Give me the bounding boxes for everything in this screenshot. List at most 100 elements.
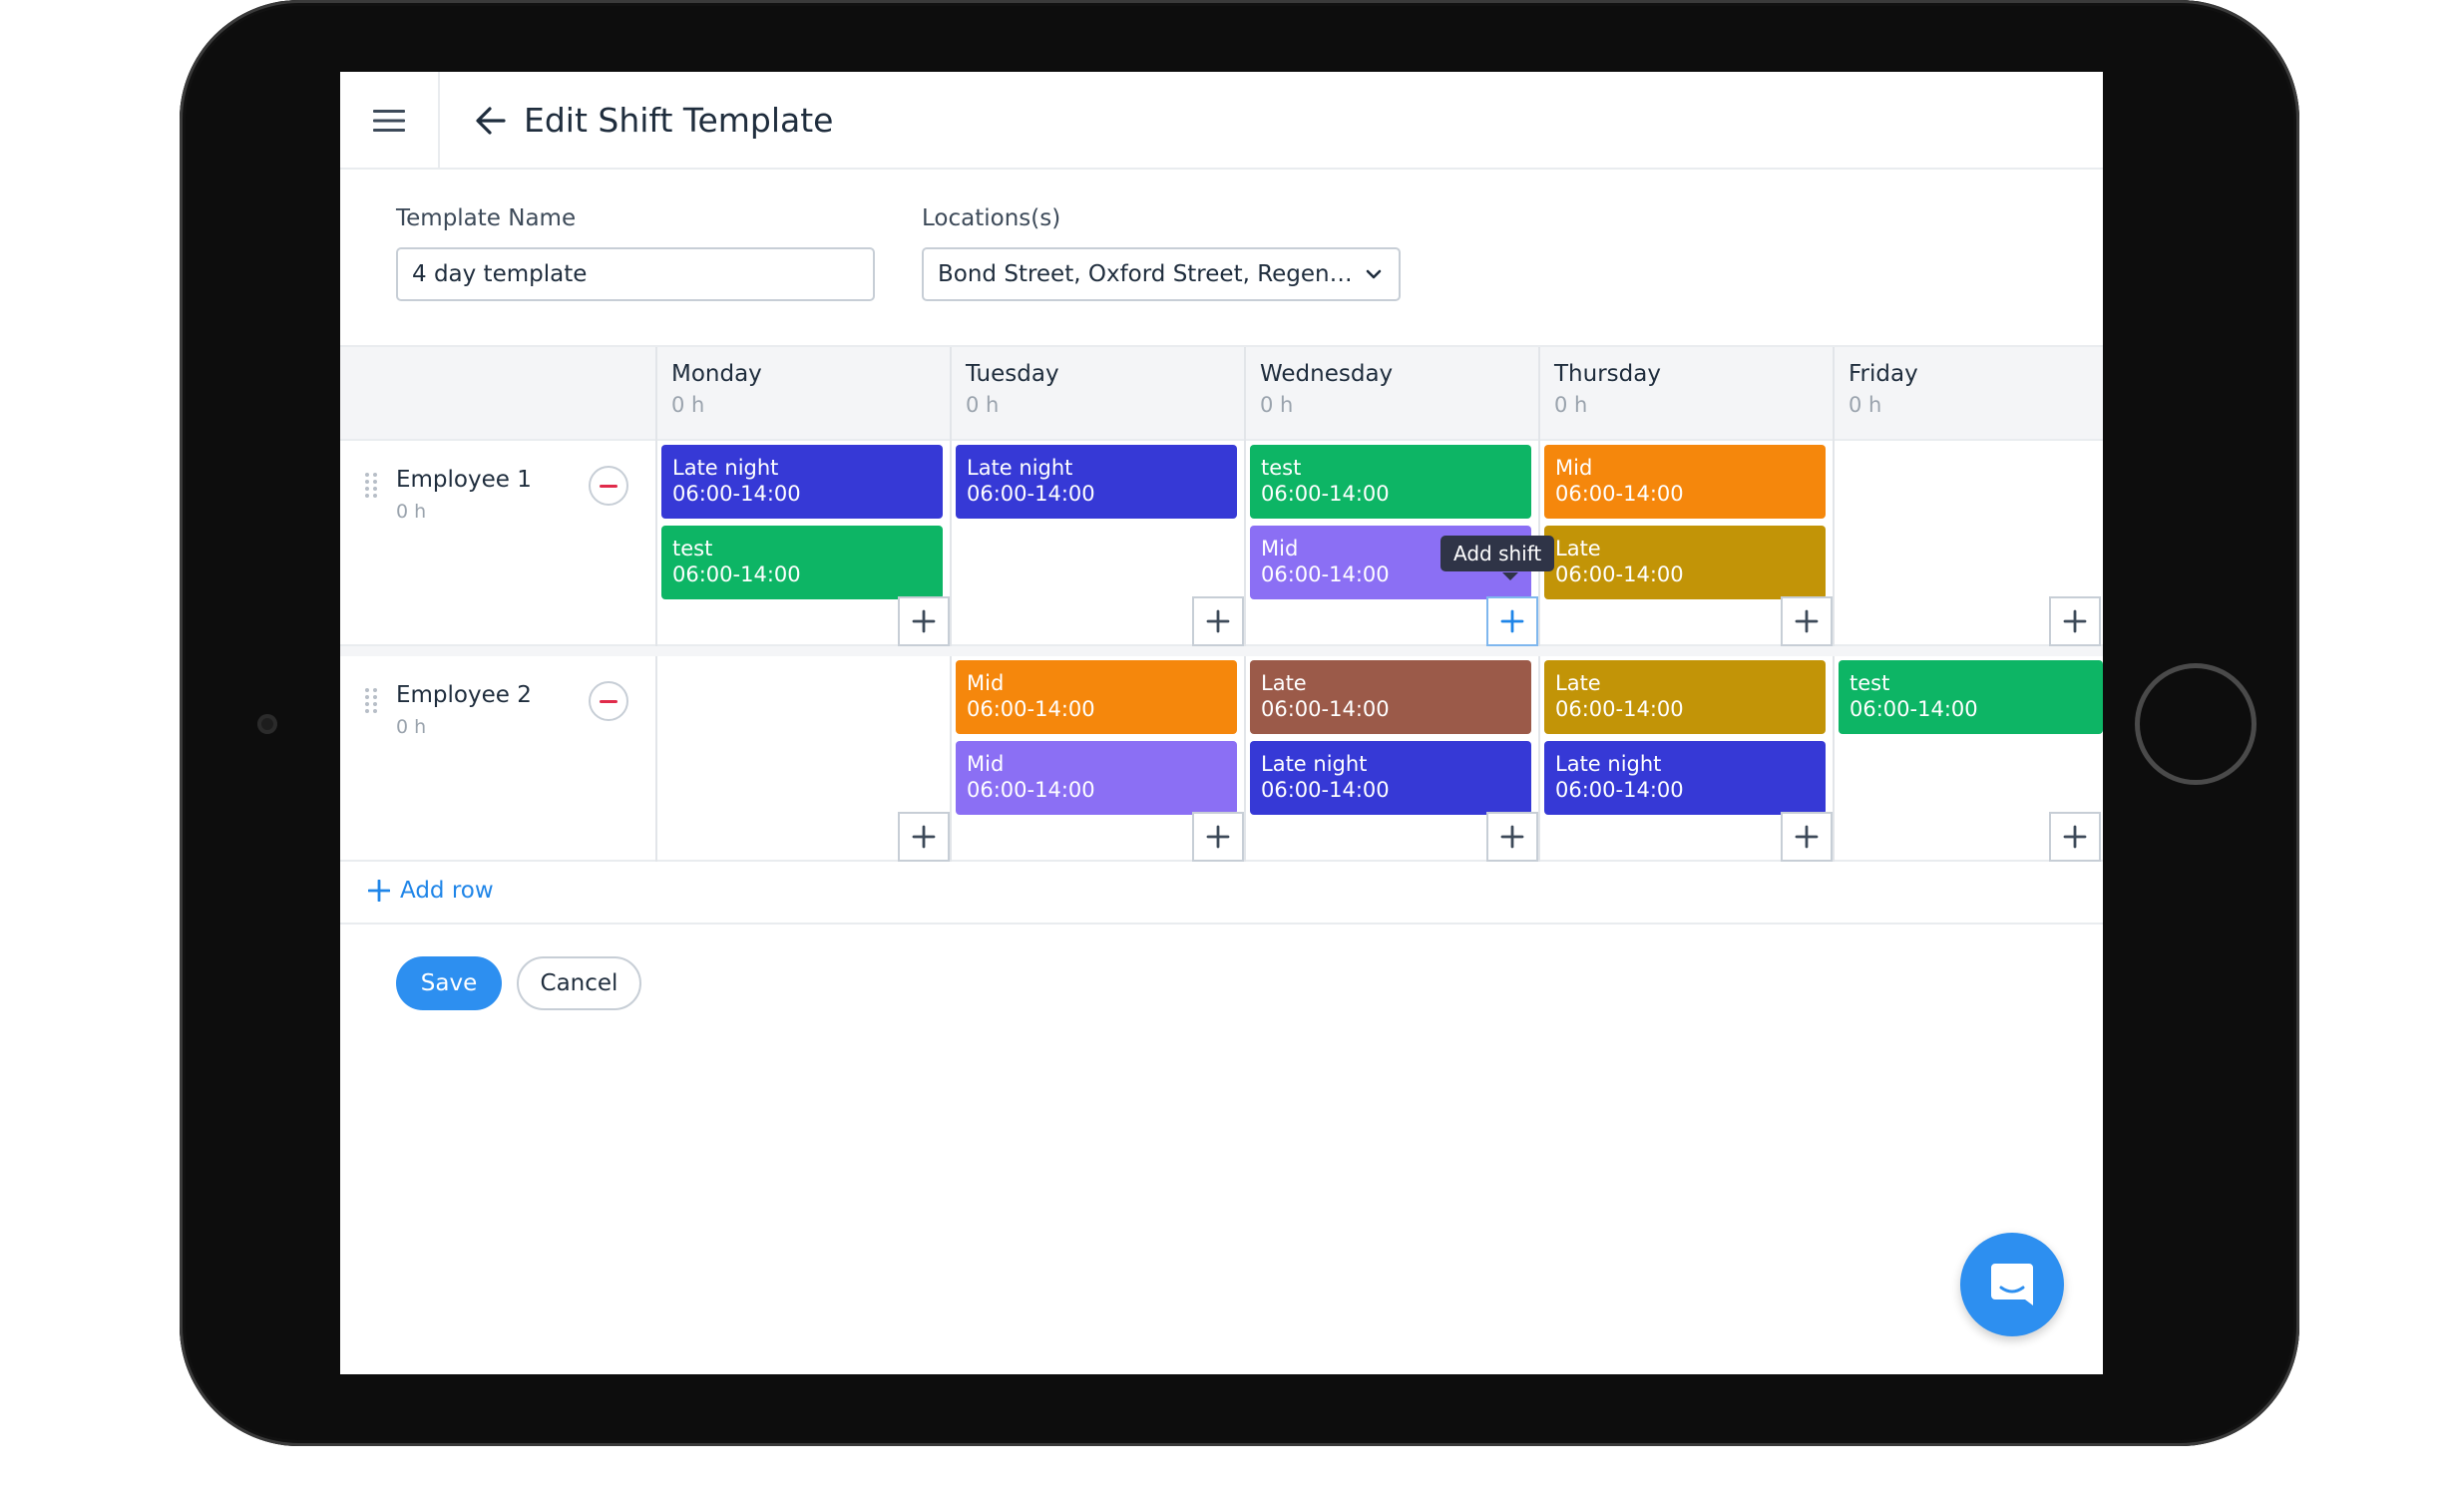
shift-block[interactable]: test 06:00-14:00 bbox=[661, 526, 943, 599]
add-shift-tooltip: Add shift bbox=[1440, 536, 1555, 571]
plus-icon bbox=[1206, 825, 1230, 849]
shift-name: Mid bbox=[1261, 537, 1299, 560]
add-shift-button[interactable] bbox=[2049, 596, 2101, 646]
remove-employee-button[interactable] bbox=[589, 681, 628, 721]
back-button[interactable] bbox=[468, 98, 514, 144]
day-cell: Late night 06:00-14:00 test 06:00-14:00 bbox=[655, 441, 950, 646]
day-cell bbox=[1833, 441, 2103, 646]
shift-block[interactable]: Late 06:00-14:00 bbox=[1544, 526, 1826, 599]
plus-icon bbox=[2063, 825, 2087, 849]
plus-icon bbox=[1500, 609, 1524, 633]
shift-time: 06:00-14:00 bbox=[967, 697, 1095, 721]
day-cell: Late night 06:00-14:00 bbox=[950, 441, 1244, 646]
add-shift-button[interactable] bbox=[1781, 596, 1833, 646]
employee-row: Employee 1 0 h Late night 06:00-14:00 te… bbox=[340, 441, 2103, 646]
plus-icon bbox=[1795, 609, 1819, 633]
remove-employee-button[interactable] bbox=[589, 466, 628, 506]
shift-block[interactable]: Late night 06:00-14:00 bbox=[661, 445, 943, 519]
shift-time: 06:00-14:00 bbox=[1261, 697, 1390, 721]
plus-icon bbox=[2063, 609, 2087, 633]
add-shift-button[interactable] bbox=[898, 812, 950, 862]
template-name-input[interactable]: 4 day template bbox=[396, 247, 875, 301]
home-button[interactable] bbox=[2135, 663, 2257, 785]
shift-time: 06:00-14:00 bbox=[1555, 778, 1684, 802]
shift-time: 06:00-14:00 bbox=[1555, 562, 1684, 586]
day-hours: 0 h bbox=[671, 393, 705, 417]
locations-label: Locations(s) bbox=[922, 205, 1061, 231]
shift-block[interactable]: Late 06:00-14:00 bbox=[1544, 660, 1826, 734]
chevron-down-icon bbox=[1366, 269, 1382, 279]
shift-name: test bbox=[1261, 456, 1302, 480]
shift-block[interactable]: Late night 06:00-14:00 bbox=[1250, 741, 1531, 815]
add-shift-button[interactable] bbox=[1486, 812, 1538, 862]
add-row-label: Add row bbox=[400, 878, 494, 904]
shift-block[interactable]: Mid 06:00-14:00 bbox=[956, 741, 1237, 815]
drag-handle-icon[interactable] bbox=[364, 471, 378, 501]
add-shift-button[interactable] bbox=[1192, 812, 1244, 862]
day-cell: Mid 06:00-14:00 Mid 06:00-14:00 bbox=[950, 656, 1244, 862]
shift-name: test bbox=[1849, 671, 1890, 695]
day-name: Friday bbox=[1848, 361, 1918, 387]
page-title: Edit Shift Template bbox=[524, 101, 834, 140]
shift-name: Late night bbox=[967, 456, 1073, 480]
day-header-monday: Monday 0 h bbox=[655, 347, 950, 443]
plus-icon bbox=[912, 609, 936, 633]
hamburger-menu-icon bbox=[373, 110, 405, 132]
day-cell bbox=[655, 656, 950, 862]
shift-name: Mid bbox=[1555, 456, 1593, 480]
employee-cell: Employee 2 0 h bbox=[340, 656, 655, 862]
add-shift-button[interactable] bbox=[898, 596, 950, 646]
shift-name: Mid bbox=[967, 752, 1005, 776]
employee-hours: 0 h bbox=[396, 716, 427, 738]
day-header-thursday: Thursday 0 h bbox=[1538, 347, 1833, 443]
locations-value: Bond Street, Oxford Street, Regent … bbox=[938, 261, 1357, 287]
template-name-value: 4 day template bbox=[412, 261, 588, 287]
save-button[interactable]: Save bbox=[396, 956, 502, 1010]
day-hours: 0 h bbox=[966, 393, 1000, 417]
day-name: Monday bbox=[671, 361, 762, 387]
shift-time: 06:00-14:00 bbox=[1555, 482, 1684, 506]
shift-name: Late night bbox=[1261, 752, 1368, 776]
add-shift-button[interactable] bbox=[1781, 812, 1833, 862]
day-header-wednesday: Wednesday 0 h bbox=[1244, 347, 1538, 443]
day-cell: test 06:00-14:00 Mid 06:00-14:00 bbox=[1244, 441, 1538, 646]
shift-time: 06:00-14:00 bbox=[1261, 562, 1390, 586]
chat-button[interactable] bbox=[1960, 1233, 2064, 1336]
shift-time: 06:00-14:00 bbox=[1261, 778, 1390, 802]
employee-name: Employee 1 bbox=[396, 467, 532, 493]
shift-time: 06:00-14:00 bbox=[1261, 482, 1390, 506]
cancel-button[interactable]: Cancel bbox=[517, 956, 641, 1010]
arrow-left-icon bbox=[476, 107, 506, 135]
minus-icon bbox=[600, 484, 617, 488]
employee-name: Employee 2 bbox=[396, 682, 532, 708]
shift-block[interactable]: Late night 06:00-14:00 bbox=[1544, 741, 1826, 815]
day-cell: Late 06:00-14:00 Late night 06:00-14:00 bbox=[1244, 656, 1538, 862]
menu-button[interactable] bbox=[340, 72, 440, 170]
drag-handle-icon[interactable] bbox=[364, 686, 378, 716]
shift-block[interactable]: Late night 06:00-14:00 bbox=[956, 445, 1237, 519]
add-shift-button[interactable] bbox=[1486, 596, 1538, 646]
shift-time: 06:00-14:00 bbox=[1849, 697, 1978, 721]
divider bbox=[340, 923, 2103, 925]
employee-hours: 0 h bbox=[396, 501, 427, 523]
shift-block[interactable]: test 06:00-14:00 bbox=[1839, 660, 2103, 734]
add-shift-button[interactable] bbox=[2049, 812, 2101, 862]
shift-name: Late night bbox=[672, 456, 779, 480]
chat-bubble-icon bbox=[1991, 1264, 2033, 1305]
shift-block[interactable]: Mid 06:00-14:00 bbox=[1544, 445, 1826, 519]
template-name-label: Template Name bbox=[396, 205, 577, 231]
employee-row: Employee 2 0 h Mid 06:00-14:00 Mid 06:00… bbox=[340, 656, 2103, 862]
add-shift-button[interactable] bbox=[1192, 596, 1244, 646]
shift-block[interactable]: Late 06:00-14:00 bbox=[1250, 660, 1531, 734]
day-cell: Mid 06:00-14:00 Late 06:00-14:00 bbox=[1538, 441, 1833, 646]
day-hours: 0 h bbox=[1554, 393, 1588, 417]
shift-block[interactable]: test 06:00-14:00 bbox=[1250, 445, 1531, 519]
shift-block[interactable]: Mid 06:00-14:00 bbox=[956, 660, 1237, 734]
day-name: Tuesday bbox=[966, 361, 1059, 387]
shift-name: Late bbox=[1555, 671, 1601, 695]
day-header-friday: Friday 0 h bbox=[1833, 347, 2103, 443]
shift-time: 06:00-14:00 bbox=[1555, 697, 1684, 721]
locations-select[interactable]: Bond Street, Oxford Street, Regent … bbox=[922, 247, 1401, 301]
employee-cell: Employee 1 0 h bbox=[340, 441, 655, 646]
add-row-button[interactable]: Add row bbox=[368, 878, 494, 904]
